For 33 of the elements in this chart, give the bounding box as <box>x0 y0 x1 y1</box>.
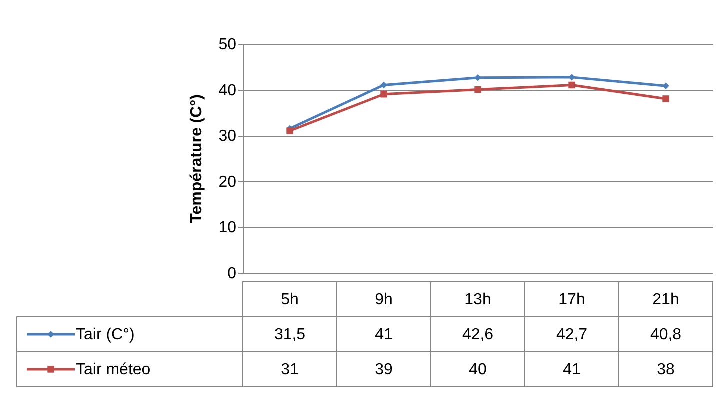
point <box>662 82 670 90</box>
x-tick-label: 21h <box>652 292 680 308</box>
y-axis-title: Température (C°) <box>188 94 206 224</box>
y-tick-label: 0 <box>228 266 237 282</box>
x-tick-label: 5h <box>281 292 299 308</box>
x-tick-label: 9h <box>375 292 393 308</box>
data-label: 42,6 <box>462 326 494 344</box>
x-tick-label: 17h <box>558 292 586 308</box>
point <box>568 82 576 89</box>
y-tick-label: 20 <box>218 174 237 191</box>
point <box>474 74 482 82</box>
point <box>286 128 294 134</box>
data-label: 40 <box>469 362 487 378</box>
data-label: 31 <box>281 362 299 378</box>
data-label: 31,5 <box>274 326 306 344</box>
y-tick-label: 50 <box>218 36 237 54</box>
y-tick-label: 10 <box>218 220 237 237</box>
data-label: 38 <box>657 362 675 378</box>
data-label: 41 <box>563 362 581 378</box>
data-label: 39 <box>375 362 393 378</box>
data-label: 42,7 <box>556 326 588 344</box>
point <box>568 74 576 81</box>
x-tick-label: 13h <box>464 292 492 308</box>
legend-label: Tair méteo <box>76 362 151 378</box>
point <box>380 91 388 98</box>
point <box>380 82 388 89</box>
point <box>474 86 482 94</box>
y-tick-label: 30 <box>218 128 237 146</box>
point <box>662 96 670 102</box>
data-label: 40,8 <box>650 326 682 344</box>
legend-label: Tair (C°) <box>76 326 135 344</box>
y-tick-label: 40 <box>218 82 237 100</box>
data-label: 41 <box>375 326 393 344</box>
